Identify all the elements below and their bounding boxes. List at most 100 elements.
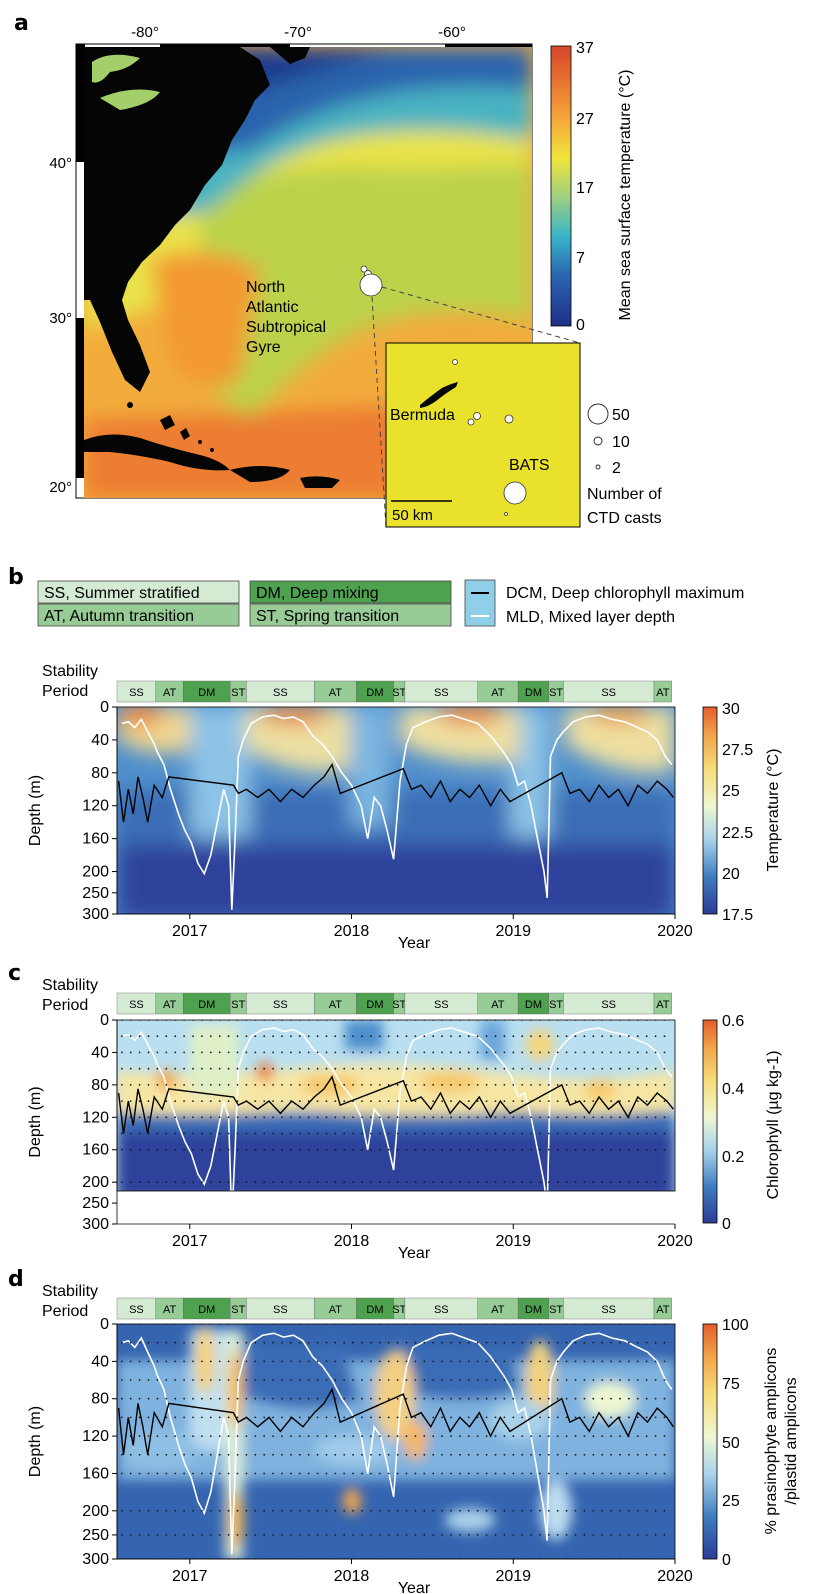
sample-dot — [664, 1202, 666, 1204]
sample-dot — [307, 1379, 310, 1381]
legend-label: ST, Spring transition — [256, 608, 399, 625]
sample-dot — [165, 1084, 168, 1086]
sample-dot — [503, 1116, 506, 1119]
sample-dot — [565, 1116, 568, 1119]
sample-dot — [227, 1181, 230, 1184]
sample-dot — [307, 1472, 310, 1475]
sample-dot — [352, 1148, 354, 1151]
sample-dot — [592, 1472, 595, 1475]
sample-dot — [423, 1148, 426, 1151]
colorbar-label: Chlorophyll (µg kg-1) — [765, 1051, 782, 1200]
sample-dot — [530, 1051, 532, 1054]
sample-dot — [654, 1534, 657, 1536]
sample-dot — [521, 1435, 524, 1437]
sample-dot — [503, 1416, 506, 1419]
sample-dot — [414, 1453, 417, 1456]
sample-dot — [209, 1100, 212, 1102]
sample-dot — [432, 1035, 435, 1038]
sample-dot — [494, 1067, 497, 1070]
sample-dot — [218, 1379, 221, 1381]
sample-dot — [174, 1202, 176, 1204]
sample-dot — [539, 1509, 541, 1512]
sample-dot — [378, 1181, 381, 1184]
sample-dot — [361, 1084, 363, 1086]
sample-dot — [165, 1341, 168, 1344]
sample-dot — [441, 1509, 443, 1512]
sample-dot — [361, 1181, 363, 1184]
sample-dot — [361, 1035, 363, 1038]
sample-dot — [387, 1360, 390, 1363]
sample-dot — [396, 1472, 399, 1475]
sample-dot — [218, 1472, 221, 1475]
sample-dot — [245, 1084, 248, 1086]
sample-dot — [654, 1132, 657, 1135]
sample-dot — [512, 1202, 514, 1204]
sample-dot — [307, 1534, 310, 1536]
sample-dot — [663, 1379, 666, 1381]
sample-dot — [298, 1472, 301, 1475]
sample-dot — [378, 1067, 381, 1070]
sample-dot — [450, 1397, 452, 1400]
sample-dot — [156, 1148, 159, 1151]
sample-dot — [201, 1202, 203, 1204]
sample-dot — [556, 1148, 559, 1151]
y-tick-label: 300 — [82, 1216, 109, 1233]
sample-dot — [218, 1067, 221, 1070]
stability-label-line: Period — [42, 997, 88, 1014]
x-tick-label: 2018 — [334, 923, 370, 940]
sample-dot — [530, 1472, 532, 1475]
sample-dot — [601, 1084, 604, 1086]
sample-dot — [290, 1116, 292, 1119]
sample-dot — [138, 1435, 141, 1437]
sample-dot — [147, 1148, 150, 1151]
sample-dot — [254, 1453, 257, 1456]
sample-dot — [227, 1132, 230, 1135]
sample-dot — [290, 1148, 292, 1151]
lat-tick-label: 20° — [49, 479, 72, 496]
sample-dot — [636, 1360, 639, 1363]
sample-dot — [503, 1067, 506, 1070]
sample-dot — [414, 1067, 417, 1070]
sample-dot — [129, 1132, 132, 1135]
sample-dot — [405, 1360, 408, 1363]
sample-dot — [539, 1360, 541, 1363]
sample-dot — [165, 1051, 168, 1054]
sample-dot — [334, 1416, 337, 1419]
sample-dot — [298, 1148, 301, 1151]
sample-dot — [361, 1360, 363, 1363]
y-axis-label: Depth (m) — [27, 775, 44, 846]
sample-dot — [601, 1435, 604, 1437]
sample-dot — [272, 1132, 274, 1135]
stability-segment-label: AT — [656, 999, 670, 1011]
sample-dot — [378, 1472, 381, 1475]
sample-dot — [530, 1202, 532, 1204]
sample-dot — [254, 1397, 257, 1400]
heatmap-prasinophyte — [117, 1324, 675, 1559]
sample-dot — [387, 1148, 390, 1151]
sample-dot — [209, 1360, 212, 1363]
sample-dot — [574, 1397, 577, 1400]
sample-dot — [147, 1360, 150, 1363]
sample-dot — [521, 1472, 524, 1475]
sample-dot — [610, 1509, 612, 1512]
sample-dot — [183, 1084, 186, 1086]
sample-dot — [254, 1379, 257, 1381]
sample-dot — [494, 1100, 497, 1102]
sample-dot — [316, 1453, 319, 1456]
sample-dot — [601, 1509, 604, 1512]
sample-dot — [290, 1397, 292, 1400]
sample-dot — [592, 1067, 595, 1070]
sample-dot — [156, 1379, 159, 1381]
sample-dot — [298, 1509, 301, 1512]
sample-dot — [156, 1453, 159, 1456]
sample-dot — [245, 1341, 248, 1344]
sample-dot — [165, 1453, 168, 1456]
sample-dot — [619, 1181, 621, 1184]
sample-dot — [245, 1035, 248, 1038]
sample-dot — [254, 1509, 257, 1512]
sample-dot — [645, 1116, 648, 1119]
sample-dot — [574, 1035, 577, 1038]
sample-dot — [209, 1534, 212, 1536]
map-lat-ticks: 40° 30° 20° — [49, 155, 72, 496]
sample-dot — [138, 1132, 141, 1135]
